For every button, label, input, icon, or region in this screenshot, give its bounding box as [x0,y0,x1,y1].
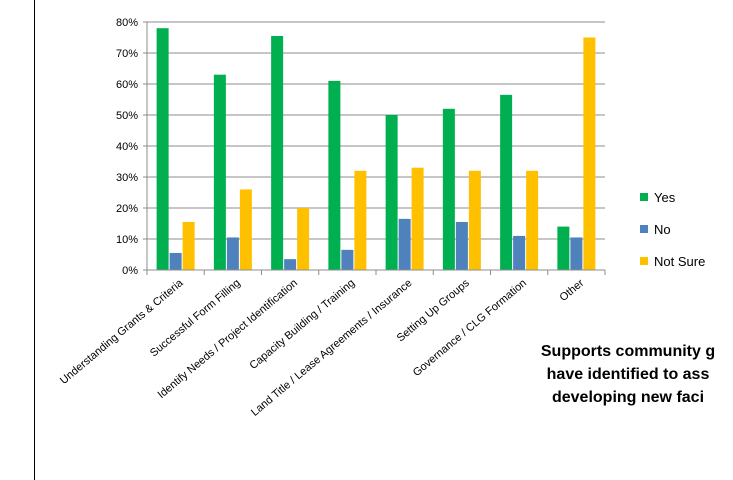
y-tick-label: 70% [116,48,138,60]
bar-yes [557,226,570,270]
caption-line-3: developing new faci [551,389,705,406]
y-tick-label: 80% [116,17,138,29]
chart-caption: Supports community g have identified to … [478,340,733,409]
bar-not-sure [239,189,252,270]
bar-not-sure [583,37,596,270]
y-tick-labels: 0% 10% 20% 30% 40% 50% 60% 70% 80% [116,17,138,277]
left-border-line [34,0,35,480]
bar-not-sure [354,170,367,270]
legend-label: Not Sure [654,254,705,269]
bar-not-sure [182,221,195,270]
caption-line-1: Supports community g [540,343,716,360]
bar-not-sure [526,170,539,270]
y-tick-label: 50% [116,110,138,122]
bar-yes [213,74,226,270]
y-tick-label: 60% [116,79,138,91]
bar-no [284,259,297,270]
legend-label: No [654,222,671,237]
bar-yes [442,108,455,270]
bar-yes [500,94,513,270]
bar-no [398,218,411,270]
legend-label: Yes [654,190,676,205]
bars [156,28,596,271]
legend-swatch [640,257,648,265]
y-tick-label: 30% [116,172,138,184]
bar-not-sure [468,170,481,270]
bar-not-sure [297,208,310,270]
bar-no [341,249,354,270]
category-label: Capacity Building / Training [247,277,357,372]
legend-swatch [640,193,648,201]
bar-not-sure [411,167,424,270]
y-tick-label: 20% [116,203,138,215]
bar-yes [385,115,398,270]
bar-yes [328,80,341,271]
y-tick-label: 0% [122,265,138,277]
bar-yes [271,35,284,271]
bar-yes [156,28,169,271]
category-label: Other [558,277,587,304]
legend-swatch [640,225,648,233]
axes [143,21,606,275]
bar-no [570,237,583,270]
bar-no [226,237,239,270]
category-label: Understanding Grants & Criteria [58,277,186,387]
caption-line-2: have identified to ass [546,366,710,383]
y-tick-label: 40% [116,141,138,153]
bar-no [513,235,526,270]
bar-no [455,221,468,270]
bar-no [169,252,182,270]
legend: Yes No Not Sure [640,190,705,269]
y-tick-label: 10% [116,234,138,246]
